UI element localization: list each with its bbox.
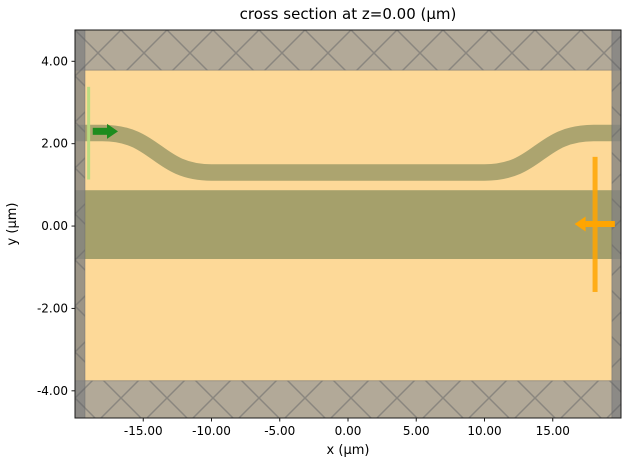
y-tick-label: 2.00 <box>41 137 68 151</box>
pml-left-hatch <box>75 30 86 418</box>
y-tick-label: 0.00 <box>41 219 68 233</box>
plot-content <box>75 30 621 418</box>
mode-source-arrow-head-icon <box>106 123 118 139</box>
y-tick-label: -2.00 <box>37 301 68 315</box>
plot-area: -15.00 -10.00 -5.00 0.00 5.00 10.00 15.00 4.00 2… <box>37 29 622 438</box>
y-axis-label: y (μm) <box>5 203 20 246</box>
x-tick-label: -15.00 <box>124 424 163 438</box>
x-tick-label: 15.00 <box>536 424 570 438</box>
pml-bottom-hatch <box>75 380 621 418</box>
x-tick-label: 5.00 <box>403 424 430 438</box>
slab-structure-region <box>75 190 621 260</box>
plot-title: cross section at z=0.00 (μm) <box>240 5 457 23</box>
x-tick-label: 10.00 <box>467 424 501 438</box>
pml-top-hatch <box>75 30 621 71</box>
x-tick-label: 0.00 <box>335 424 362 438</box>
mode-source-arrow-shaft <box>92 127 107 135</box>
x-tick-label: -5.00 <box>264 424 295 438</box>
x-tick-label: -10.00 <box>192 424 231 438</box>
waveguide-sbend-path <box>75 124 621 181</box>
y-tick-label: -4.00 <box>37 384 68 398</box>
mode-source-plane <box>87 86 91 180</box>
mode-monitor-arrow-shaft <box>585 221 615 227</box>
y-tick-label: 4.00 <box>41 54 68 68</box>
mode-monitor-arrow-head-icon <box>574 216 586 232</box>
x-axis-label: x (μm) <box>327 443 370 458</box>
